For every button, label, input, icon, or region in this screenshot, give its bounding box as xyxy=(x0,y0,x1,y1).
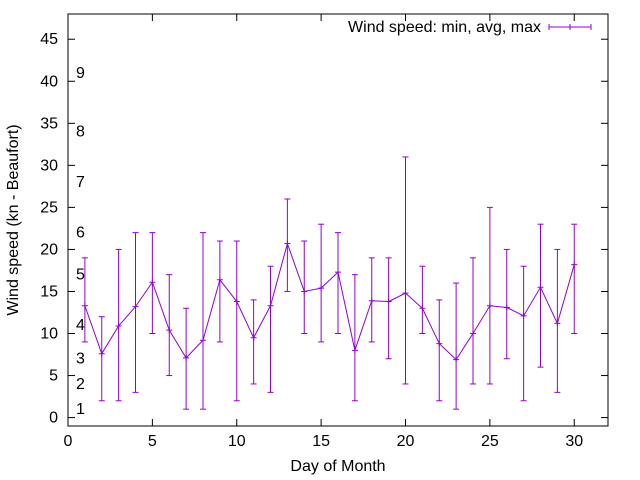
plot-frame xyxy=(67,13,609,427)
series-line xyxy=(84,241,575,361)
avg-point xyxy=(554,320,561,327)
avg-point xyxy=(267,302,274,309)
y-tick-label: 40 xyxy=(40,73,58,90)
avg-point xyxy=(419,305,426,312)
beaufort-number: 1 xyxy=(76,401,85,418)
y-tick-label: 10 xyxy=(40,326,58,343)
avg-point xyxy=(402,290,409,297)
y-tick-label: 15 xyxy=(40,283,58,300)
x-tick-label: 20 xyxy=(397,433,415,450)
avg-point xyxy=(537,284,544,291)
avg-point xyxy=(250,334,257,341)
avg-point xyxy=(318,285,325,292)
y-tick-label: 25 xyxy=(40,199,58,216)
beaufort-annotations: 1 2 3 4 5 6 7 8 9 xyxy=(76,65,85,418)
avg-point xyxy=(571,261,578,268)
series-line-group xyxy=(84,241,575,361)
beaufort-number: 3 xyxy=(76,351,85,368)
error-bars xyxy=(81,156,578,410)
x-tick-label: 15 xyxy=(312,433,330,450)
x-axis-label: Day of Month xyxy=(290,458,385,475)
avg-point xyxy=(486,302,493,309)
avg-point xyxy=(166,327,173,334)
beaufort-number: 9 xyxy=(76,65,85,82)
avg-point xyxy=(351,347,358,354)
y-tick-label: 0 xyxy=(49,410,58,427)
avg-point xyxy=(453,356,460,363)
beaufort-number: 5 xyxy=(76,267,85,284)
beaufort-number: 7 xyxy=(76,174,85,191)
beaufort-number: 2 xyxy=(76,376,85,393)
avg-point xyxy=(216,276,223,283)
avg-point xyxy=(132,303,139,310)
avg-point xyxy=(520,312,527,319)
avg-point xyxy=(200,337,206,344)
avg-point xyxy=(115,322,122,329)
avg-point xyxy=(233,298,240,305)
x-tick-label: 5 xyxy=(148,433,157,450)
legend: Wind speed: min, avg, max xyxy=(348,19,592,36)
avg-point xyxy=(335,269,341,276)
y-tick-label: 20 xyxy=(40,241,58,258)
legend-sample xyxy=(548,24,592,30)
avg-point xyxy=(81,302,88,309)
avg-point xyxy=(470,330,476,337)
data-points xyxy=(81,240,578,363)
y-tick-label: 30 xyxy=(40,157,58,174)
avg-point xyxy=(149,279,156,286)
avg-point xyxy=(385,298,392,305)
y-tick-label: 35 xyxy=(40,115,58,132)
beaufort-number: 6 xyxy=(76,225,85,242)
avg-point xyxy=(284,240,291,247)
y-tick-label: 45 xyxy=(40,31,58,48)
avg-point xyxy=(368,297,375,304)
avg-point xyxy=(183,354,190,361)
x-tick-label: 30 xyxy=(565,433,583,450)
beaufort-number: 8 xyxy=(76,124,85,141)
x-tick-label: 10 xyxy=(228,433,246,450)
avg-point xyxy=(98,350,105,357)
x-tick-label: 0 xyxy=(64,433,73,450)
beaufort-number: 4 xyxy=(76,317,85,334)
avg-point xyxy=(301,288,308,295)
avg-point xyxy=(436,340,443,347)
x-axis-ticks: 0 5 10 15 20 25 30 xyxy=(64,14,583,450)
y-axis-label: Wind speed (kn - Beaufort) xyxy=(5,124,22,315)
legend-label: Wind speed: min, avg, max xyxy=(348,19,541,36)
y-tick-label: 5 xyxy=(49,368,58,385)
avg-point xyxy=(503,304,510,311)
plot-border xyxy=(67,13,609,427)
x-tick-label: 25 xyxy=(481,433,499,450)
